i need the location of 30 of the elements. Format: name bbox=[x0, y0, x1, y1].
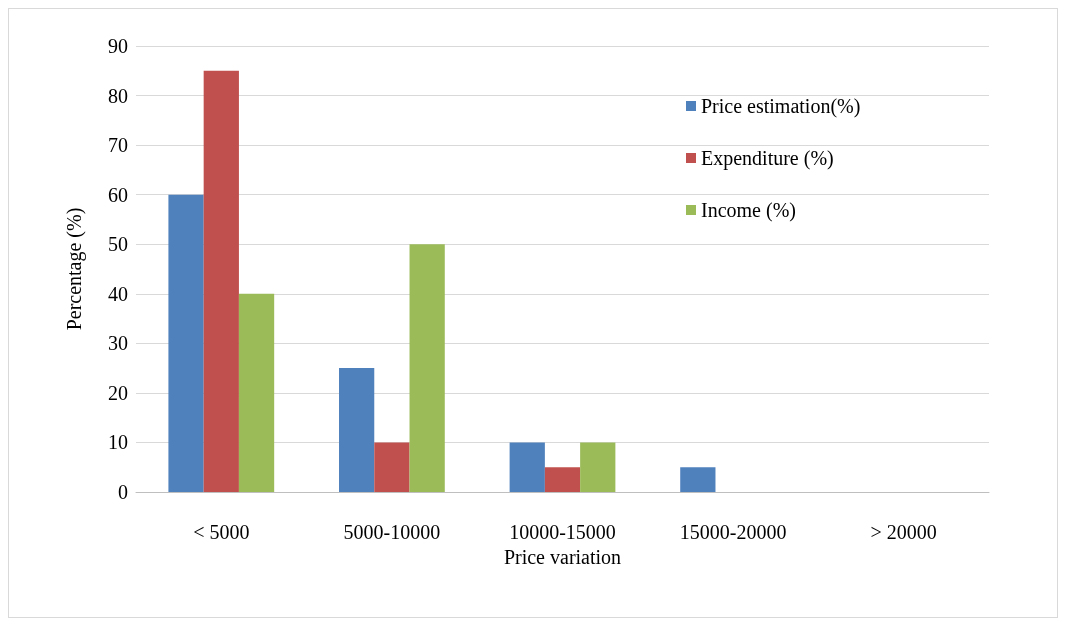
bar bbox=[339, 368, 375, 492]
bar bbox=[238, 293, 275, 492]
bar bbox=[680, 467, 716, 492]
y-tick-label: 70 bbox=[108, 134, 128, 157]
bar bbox=[203, 70, 239, 492]
bar bbox=[168, 194, 204, 492]
y-tick-label: 40 bbox=[108, 282, 128, 305]
y-axis-title: Percentage (%) bbox=[63, 207, 86, 331]
y-tick-label: 30 bbox=[108, 332, 128, 355]
y-tick-label: 0 bbox=[118, 481, 128, 503]
y-tick-label: 10 bbox=[108, 431, 128, 454]
x-tick-label: > 20000 bbox=[870, 521, 937, 543]
x-tick-label: 5000-10000 bbox=[343, 521, 441, 543]
x-tick-label: 10000-15000 bbox=[509, 521, 616, 543]
bar bbox=[544, 467, 581, 492]
x-axis-title: Price variation bbox=[503, 546, 622, 568]
y-tick-label: 60 bbox=[108, 183, 128, 206]
y-tick-label: 50 bbox=[108, 233, 128, 256]
y-tick-label: 90 bbox=[108, 35, 128, 57]
legend-label: Price estimation(%) bbox=[701, 95, 861, 118]
bar bbox=[580, 442, 616, 492]
y-tick-label: 80 bbox=[108, 84, 128, 107]
legend-label: Income (%) bbox=[701, 199, 796, 222]
bar bbox=[409, 244, 445, 492]
bar bbox=[374, 442, 410, 492]
x-tick-label: 15000-20000 bbox=[679, 521, 787, 543]
y-tick-label: 20 bbox=[108, 381, 128, 404]
x-tick-label: < 5000 bbox=[193, 521, 250, 543]
bar bbox=[509, 442, 545, 492]
legend-label: Expenditure (%) bbox=[701, 147, 834, 170]
